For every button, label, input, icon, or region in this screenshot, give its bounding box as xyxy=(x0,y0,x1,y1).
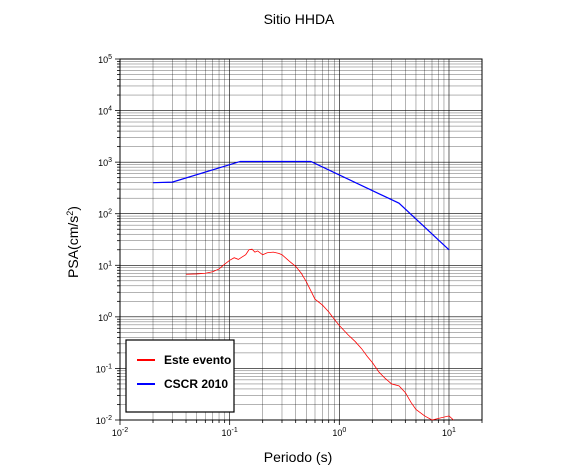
series-line-cscr-2010 xyxy=(152,160,450,251)
y-tick-label: 103 xyxy=(98,157,112,168)
legend-label-cscr-2010: CSCR 2010 xyxy=(164,377,228,391)
y-tick-label: 104 xyxy=(98,106,112,117)
series-line-este-evento xyxy=(186,248,454,421)
y-tick-label: 10-1 xyxy=(96,363,112,374)
x-tick-label: 100 xyxy=(332,427,346,438)
y-tick-label: 100 xyxy=(98,312,112,323)
axis-ticks: 10-2 10-1 100 101 10-2 10-1 100 101 102 103 104 105 xyxy=(96,54,483,438)
x-tick-label: 10-1 xyxy=(222,427,238,438)
legend-box xyxy=(125,339,235,413)
y-axis-label-base: PSA(cm/s xyxy=(65,216,81,278)
y-tick-label: 101 xyxy=(98,260,112,271)
legend-label-este-evento: Este evento xyxy=(164,353,231,367)
y-tick-label: 105 xyxy=(98,54,112,65)
series-lines xyxy=(152,160,454,421)
grid xyxy=(119,58,483,421)
legend: Este evento CSCR 2010 xyxy=(125,339,235,413)
y-axis-label: PSA(cm/s2) xyxy=(65,206,81,278)
y-axis-label-exponent: 2 xyxy=(65,211,75,216)
plot-frame xyxy=(119,58,483,421)
y-tick-label: 102 xyxy=(98,209,112,220)
y-tick-label: 10-2 xyxy=(96,415,112,426)
x-tick-label: 101 xyxy=(442,427,456,438)
x-tick-label: 10-2 xyxy=(112,427,128,438)
x-axis-label: Periodo (s) xyxy=(264,449,332,465)
chart-title: Sitio HHDA xyxy=(264,11,335,27)
y-axis-label-close: ) xyxy=(65,206,81,211)
